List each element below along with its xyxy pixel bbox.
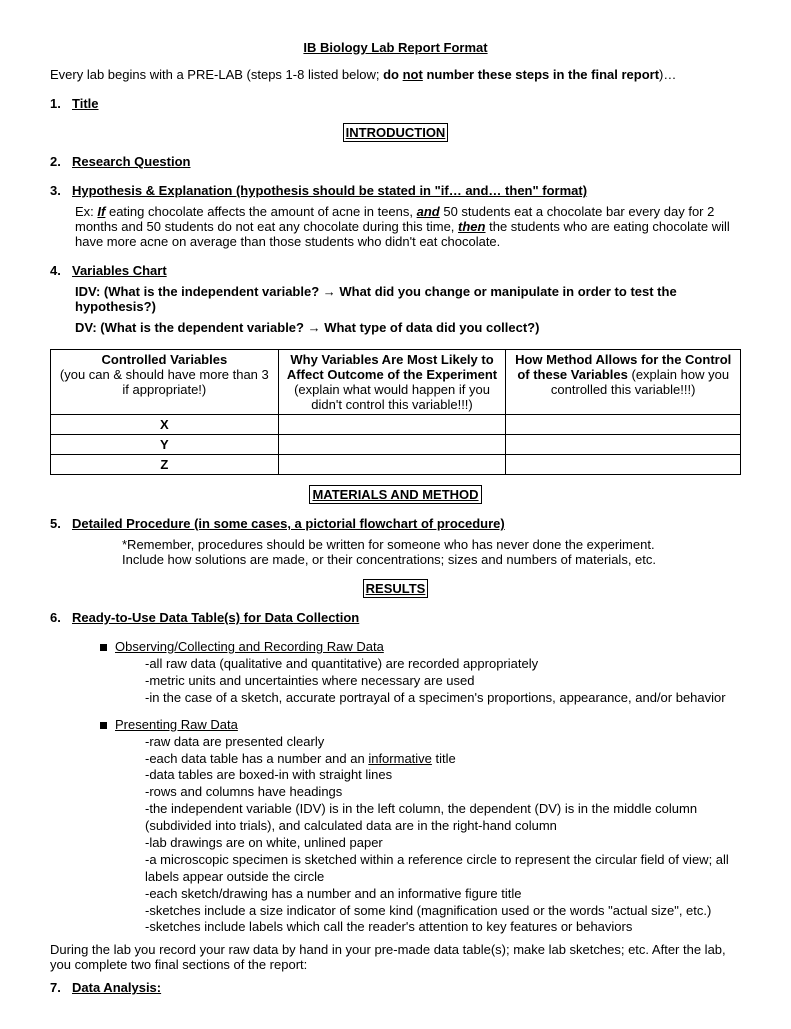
idv-text: IDV: (What is the independent variable? … xyxy=(75,284,741,314)
col-header-why: Why Variables Are Most Likely to Affect … xyxy=(278,350,506,415)
sub-item: -raw data are presented clearly xyxy=(145,734,741,751)
table-row: Z xyxy=(51,455,741,475)
section-1: 1.Title xyxy=(50,96,741,111)
num-4: 4. xyxy=(50,263,72,278)
sub-item: -each data table has a number and an inf… xyxy=(145,751,741,768)
num-5: 5. xyxy=(50,516,72,531)
heading-introduction: INTRODUCTION xyxy=(50,125,741,140)
num-1: 1. xyxy=(50,96,72,111)
num-3: 3. xyxy=(50,183,72,198)
heading-materials-method: MATERIALS AND METHOD xyxy=(50,487,741,502)
sub-item: -metric units and uncertainties where ne… xyxy=(145,673,741,690)
table-row: X xyxy=(51,415,741,435)
intro-bold: do not number these steps in the final r… xyxy=(383,67,659,82)
section-7: 7.Data Analysis: xyxy=(50,980,741,995)
section-2: 2.Research Question xyxy=(50,154,741,169)
sub-item: -in the case of a sketch, accurate portr… xyxy=(145,690,741,707)
table-row: Y xyxy=(51,435,741,455)
sub-item: -sketches include labels which call the … xyxy=(145,919,741,936)
bullet-presenting: Presenting Raw Data xyxy=(50,717,741,732)
num-6: 6. xyxy=(50,610,72,625)
section-5: 5.Detailed Procedure (in some cases, a p… xyxy=(50,516,741,567)
sub-item: -the independent variable (IDV) is in th… xyxy=(145,801,741,835)
bullet-observing: Observing/Collecting and Recording Raw D… xyxy=(50,639,741,654)
section-6: 6.Ready-to-Use Data Table(s) for Data Co… xyxy=(50,610,741,625)
hypothesis-example: Ex: If eating chocolate affects the amou… xyxy=(75,204,741,249)
sub-item: -data tables are boxed-in with straight … xyxy=(145,767,741,784)
procedure-note-2: Include how solutions are made, or their… xyxy=(122,552,741,567)
label-hypothesis: Hypothesis & Explanation (hypothesis sho… xyxy=(72,183,587,198)
square-bullet-icon xyxy=(100,722,107,729)
intro-suffix: )… xyxy=(659,67,676,82)
section-4: 4.Variables Chart IDV: (What is the inde… xyxy=(50,263,741,335)
sub-item: -all raw data (qualitative and quantitat… xyxy=(145,656,741,673)
label-variables-chart: Variables Chart xyxy=(72,263,167,278)
label-data-analysis: Data Analysis: xyxy=(72,980,161,995)
heading-results: RESULTS xyxy=(50,581,741,596)
table-header-row: Controlled Variables (you can & should h… xyxy=(51,350,741,415)
variables-table: Controlled Variables (you can & should h… xyxy=(50,349,741,475)
closing-paragraph: During the lab you record your raw data … xyxy=(50,942,741,972)
procedure-note-1: *Remember, procedures should be written … xyxy=(122,537,741,552)
label-data-table: Ready-to-Use Data Table(s) for Data Coll… xyxy=(72,610,359,625)
sub-item: -sketches include a size indicator of so… xyxy=(145,903,741,920)
label-procedure: Detailed Procedure (in some cases, a pic… xyxy=(72,516,505,531)
label-title: Title xyxy=(72,96,99,111)
intro-prefix: Every lab begins with a PRE-LAB (steps 1… xyxy=(50,67,383,82)
col-header-how: How Method Allows for the Control of the… xyxy=(506,350,741,415)
col-header-controlled: Controlled Variables (you can & should h… xyxy=(51,350,279,415)
sub-item: -rows and columns have headings xyxy=(145,784,741,801)
sub-item: -a microscopic specimen is sketched with… xyxy=(145,852,741,886)
section-3: 3.Hypothesis & Explanation (hypothesis s… xyxy=(50,183,741,249)
num-2: 2. xyxy=(50,154,72,169)
dv-text: DV: (What is the dependent variable? → W… xyxy=(75,320,741,335)
sub-item: -lab drawings are on white, unlined pape… xyxy=(145,835,741,852)
doc-title: IB Biology Lab Report Format xyxy=(50,40,741,55)
intro-line: Every lab begins with a PRE-LAB (steps 1… xyxy=(50,67,741,82)
label-research-question: Research Question xyxy=(72,154,191,169)
num-7: 7. xyxy=(50,980,72,995)
square-bullet-icon xyxy=(100,644,107,651)
sub-item: -each sketch/drawing has a number and an… xyxy=(145,886,741,903)
